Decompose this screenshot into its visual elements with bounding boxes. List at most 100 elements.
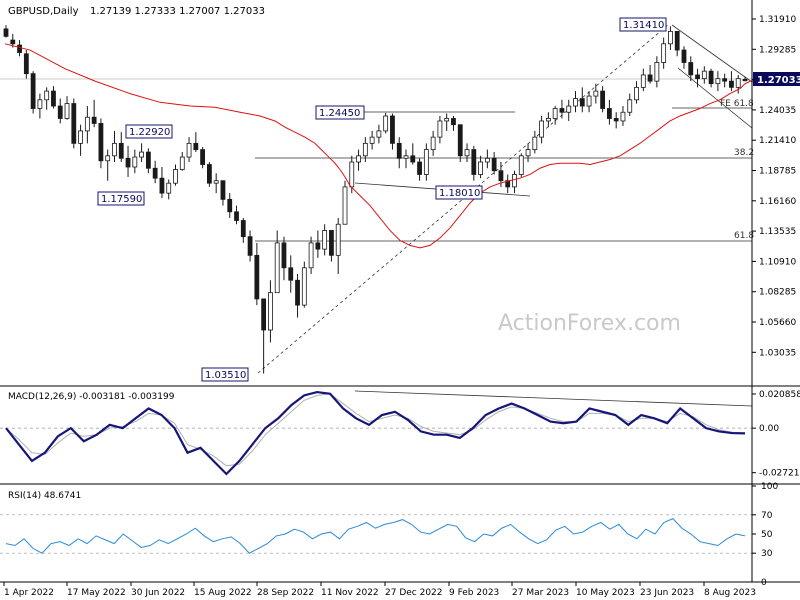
- macd-line: [5, 390, 746, 476]
- last-price-value: 1.27033: [757, 75, 800, 86]
- macd-tick-label: 0.00: [759, 424, 779, 434]
- level-label-box: [201, 367, 249, 382]
- chart-title: GBPUSD,Daily: [8, 6, 79, 17]
- candle-body: [539, 120, 545, 138]
- candle-body: [166, 182, 172, 194]
- candle-body: [159, 177, 165, 194]
- candle-body: [654, 62, 660, 82]
- x-tick-label: 27 Mar 2023: [512, 588, 569, 598]
- candle-body: [274, 242, 280, 294]
- candle-body: [681, 49, 687, 63]
- candle-body: [139, 151, 144, 158]
- candle-body: [132, 156, 138, 168]
- rsi-grid: 100 70 50 30 0: [0, 482, 778, 588]
- candle-body: [220, 180, 226, 200]
- x-tick-label: 30 Jun 2022: [131, 588, 185, 598]
- candle-body: [71, 103, 77, 144]
- candle-body: [417, 161, 422, 175]
- candle-body: [607, 108, 612, 119]
- price-tick-label: 1.03035: [759, 348, 796, 358]
- candle-body: [369, 136, 375, 144]
- candle-body: [51, 90, 56, 107]
- level-label: 1.31410: [623, 20, 664, 31]
- candle-body: [342, 186, 348, 225]
- candle-body: [152, 167, 158, 179]
- price-pane: 1.319101.292851.266601.240351.214101.187…: [0, 6, 800, 382]
- candle-body: [512, 174, 517, 188]
- candle-body: [613, 118, 619, 122]
- candle-body: [227, 198, 233, 213]
- candle-body: [403, 155, 409, 159]
- candle-body: [64, 103, 70, 119]
- x-tick-label: 28 Sep 2022: [257, 588, 314, 598]
- candle-body: [193, 142, 199, 150]
- candle-body: [579, 98, 585, 107]
- candle-body: [247, 236, 253, 256]
- level-label: 1.17590: [101, 194, 142, 205]
- x-tick-label: 17 May 2022: [67, 588, 126, 598]
- x-tick-label: 15 Aug 2022: [194, 588, 252, 598]
- x-axis-ticks: 1 Apr 2022 17 May 2022 30 Jun 2022 15 Aug 2…: [3, 582, 756, 598]
- price-tick-label: 1.21410: [759, 136, 796, 146]
- candle-body: [545, 118, 551, 122]
- candle-body: [362, 142, 368, 157]
- candle-body: [559, 108, 565, 113]
- candle-body: [498, 170, 504, 182]
- candle-body: [383, 115, 389, 132]
- candle-body: [518, 155, 524, 175]
- x-tick-label: 11 Nov 2022: [321, 588, 379, 598]
- candle-body: [695, 74, 700, 80]
- candle-body: [640, 74, 646, 88]
- candle-body: [57, 105, 63, 119]
- candle-body: [281, 242, 287, 269]
- candle-body: [268, 292, 273, 331]
- candle-body: [112, 142, 117, 157]
- candle-body: [254, 254, 260, 300]
- fib-38-label: 38.2: [734, 148, 754, 158]
- candle-body: [173, 169, 178, 184]
- candle-body: [566, 105, 572, 113]
- candle-body: [98, 123, 104, 162]
- rsi-pane: 100 70 50 30 0 RSI(14) 48.6741: [0, 482, 778, 588]
- candle-body: [145, 151, 151, 169]
- ohlc-readout: 1.27139 1.27333 1.27007 1.27033: [90, 6, 265, 17]
- candle-body: [525, 149, 531, 157]
- candle-body: [668, 30, 673, 45]
- level-label: 1.03510: [205, 370, 246, 381]
- rsi-tick-label: 70: [761, 511, 773, 521]
- rsi-line: [5, 518, 746, 554]
- candle-body: [722, 78, 728, 82]
- x-tick-label: 27 Dec 2022: [385, 588, 443, 598]
- x-tick-label: 23 Jun 2023: [640, 588, 694, 598]
- rsi-title: RSI(14) 48.6741: [8, 491, 81, 501]
- x-tick-label: 1 Apr 2022: [4, 588, 54, 598]
- candle-body: [240, 220, 246, 238]
- x-tick-label: 10 May 2023: [576, 588, 635, 598]
- candle-body: [552, 108, 558, 119]
- price-tick-label: 1.16160: [759, 197, 796, 207]
- candle-body: [308, 242, 314, 269]
- macd-grid: 0.020858 0.00 -0.027213: [0, 390, 800, 479]
- candle-body: [17, 44, 22, 53]
- candle-body: [206, 164, 212, 184]
- level-label-box: [97, 191, 145, 206]
- candle-body: [3, 28, 9, 37]
- level-label-box: [125, 124, 173, 139]
- macd-title: MACD(12,26,9) -0.003181 -0.003199: [8, 392, 175, 402]
- candle-body: [484, 157, 490, 163]
- candle-body: [457, 124, 463, 157]
- candle-body: [322, 230, 328, 250]
- candle-body: [715, 78, 721, 85]
- price-tick-label: 1.13535: [759, 227, 796, 237]
- price-tick-label: 1.18785: [759, 167, 796, 177]
- candle-body: [701, 70, 707, 80]
- rsi-tick-label: 50: [761, 530, 773, 540]
- price-tick-label: 1.05660: [759, 318, 796, 328]
- price-tick-label: 1.24035: [759, 106, 796, 116]
- candle-body: [356, 155, 361, 163]
- candle-body: [464, 149, 470, 157]
- candle-body: [295, 279, 300, 306]
- fe-level-label: FE 61.8: [720, 99, 754, 109]
- candle-body: [118, 142, 124, 159]
